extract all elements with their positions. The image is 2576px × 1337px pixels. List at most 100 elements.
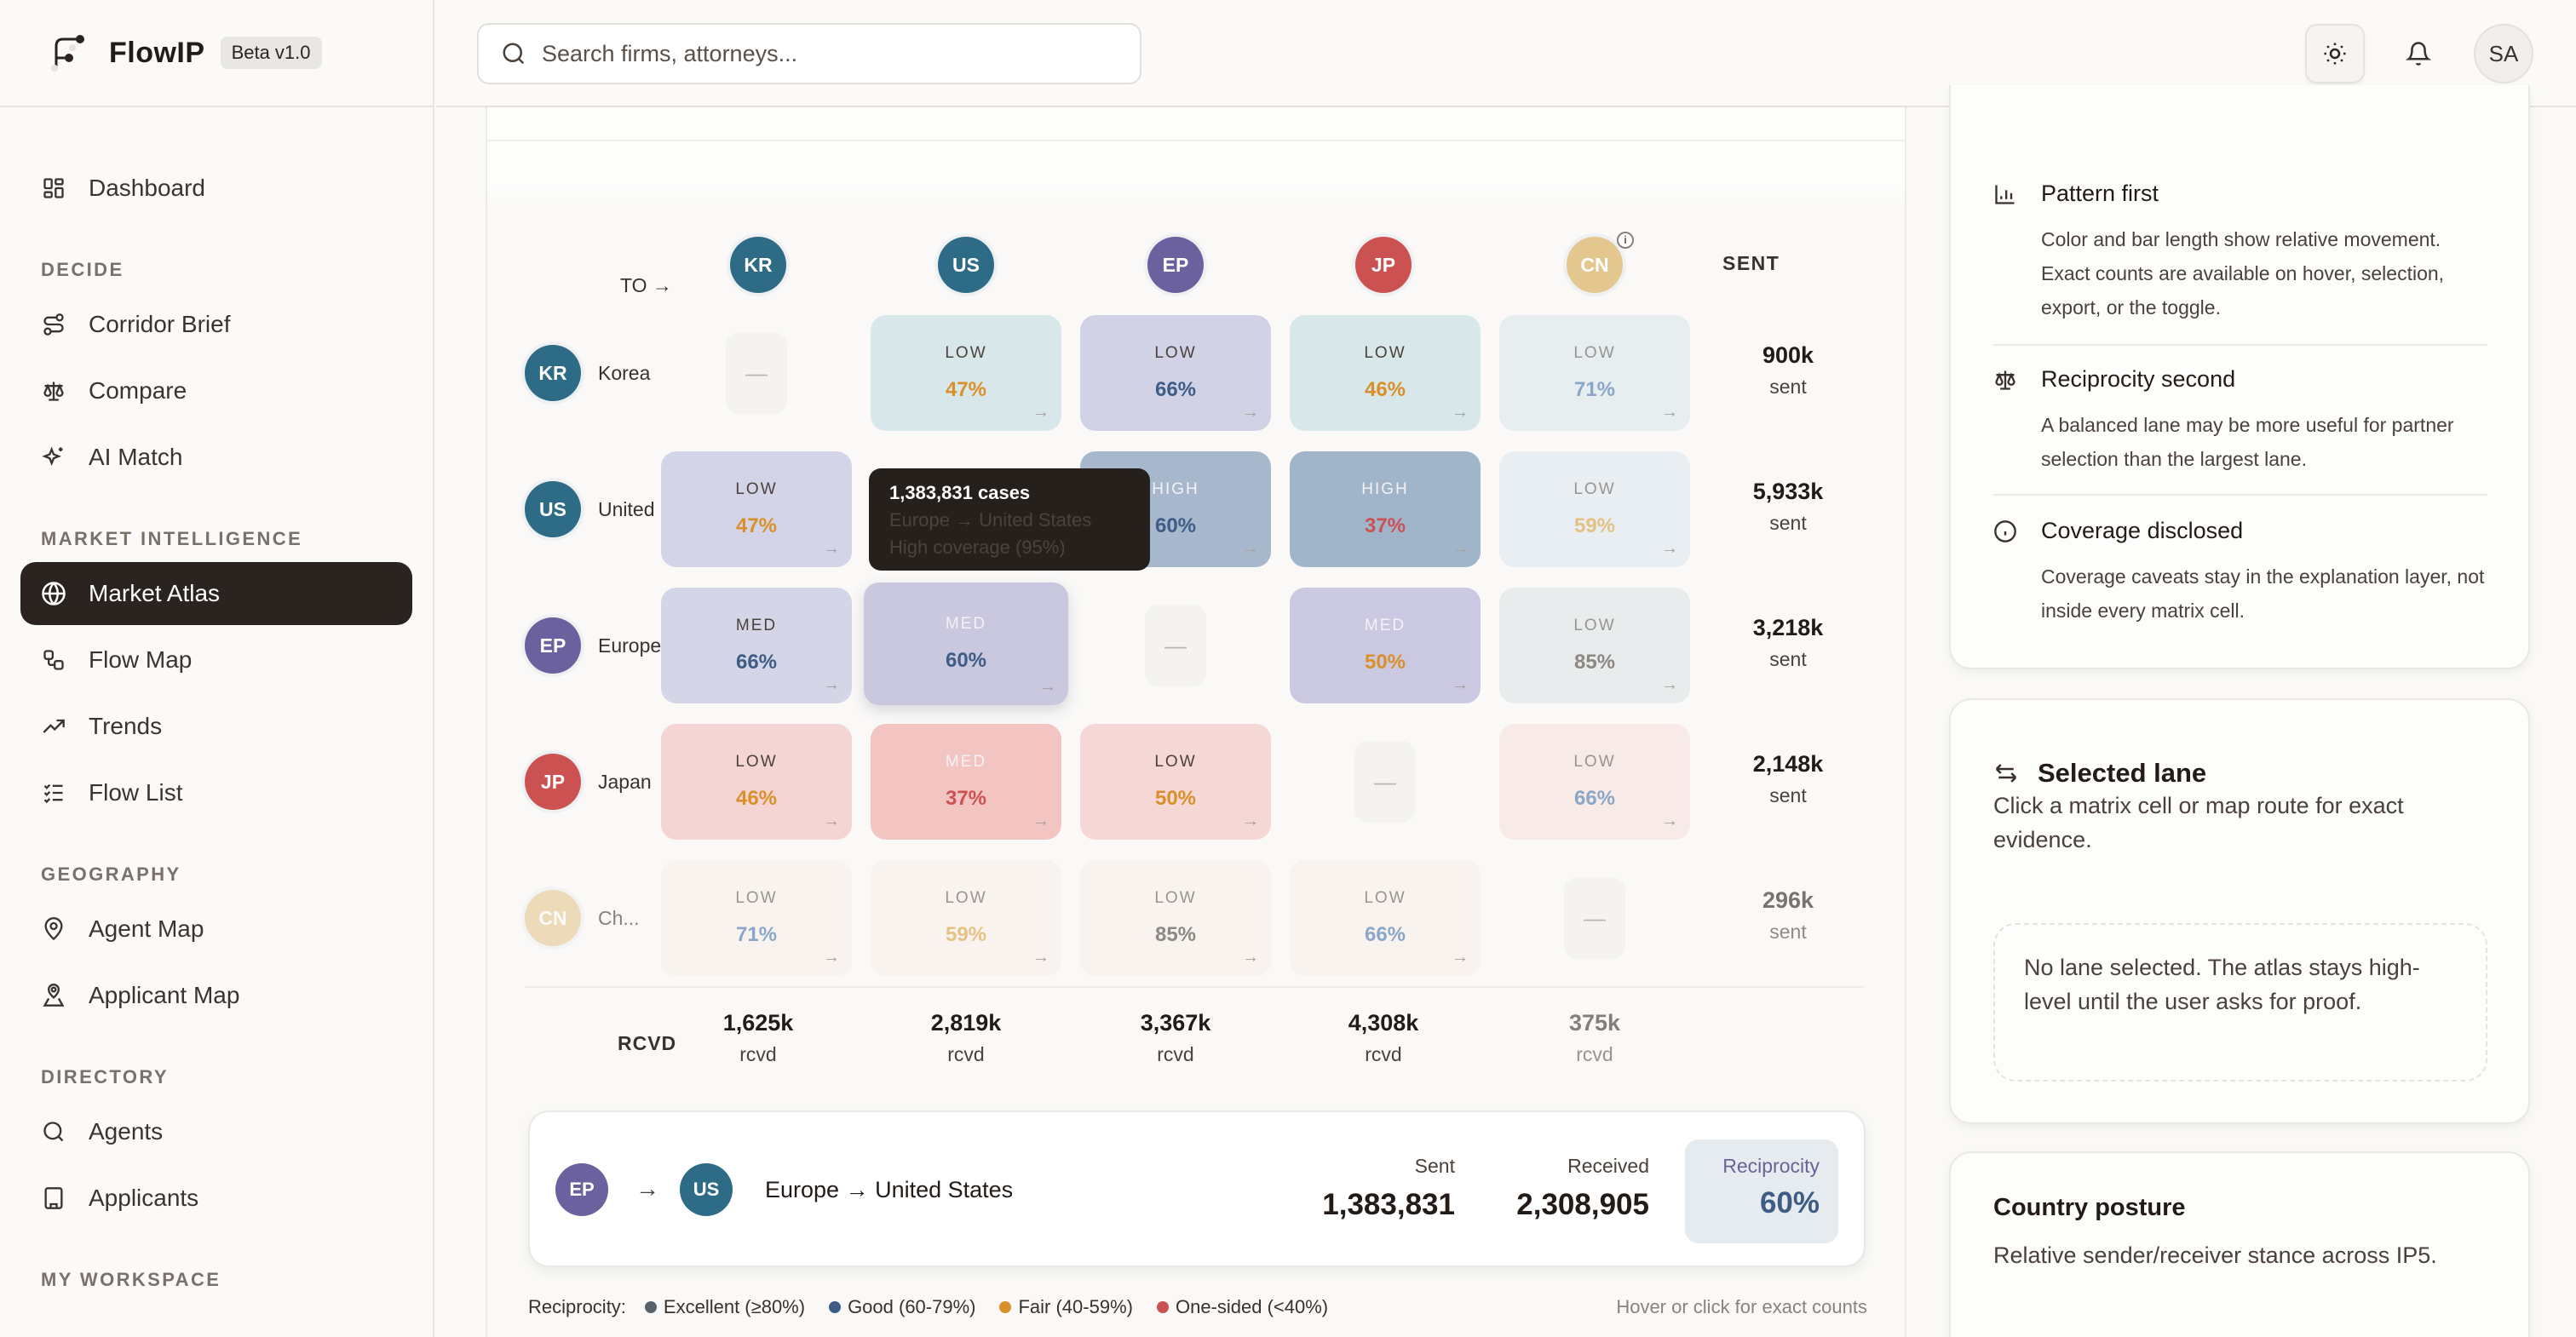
scale-icon	[1993, 368, 2019, 392]
tooltip-count: 1,383,831 cases	[889, 482, 1031, 503]
sidebar-item-agents[interactable]: Agents	[20, 1100, 412, 1163]
sent-unit: sent	[1769, 921, 1807, 943]
matrix-cell-cn-kr[interactable]: LOW 71% →	[661, 860, 852, 976]
reciprocity-box: Reciprocity 60%	[1685, 1139, 1838, 1243]
matrix-cell-cn-ep[interactable]: LOW 85% →	[1080, 860, 1271, 976]
reciprocity-percent: 60%	[945, 649, 987, 672]
sidebar-item-applicants[interactable]: Applicants	[20, 1167, 412, 1230]
legend-item-one-sided: One-sided (<40%)	[1156, 1296, 1328, 1318]
search-box[interactable]	[477, 23, 1141, 84]
search-icon	[503, 43, 525, 65]
matrix-cell-ep-cn[interactable]: LOW 85% →	[1499, 588, 1690, 703]
sparkles-icon	[41, 445, 66, 470]
volume-level: HIGH	[1361, 480, 1409, 498]
sent-value: 2,148k	[1752, 751, 1824, 777]
reciprocity-percent: 66%	[735, 651, 778, 674]
sidebar-item-flow-list[interactable]: Flow List	[20, 761, 412, 824]
matrix-cell-kr-ep[interactable]: LOW 66% →	[1080, 315, 1271, 431]
matrix-cell-jp-kr[interactable]: LOW 46% →	[661, 724, 852, 840]
sidebar-item-market-atlas[interactable]: Market Atlas	[20, 562, 412, 625]
column-header-us[interactable]: US	[938, 237, 994, 293]
column-header-ep[interactable]: EP	[1147, 237, 1204, 293]
matrix-cell-us-cn[interactable]: LOW 59% →	[1499, 451, 1690, 567]
volume-level: LOW	[945, 344, 987, 362]
column-header-jp[interactable]: JP	[1355, 237, 1412, 293]
column-header-cn[interactable]: CN	[1567, 237, 1623, 293]
map-pin-icon	[41, 916, 66, 942]
section-decide: DECIDE	[41, 259, 124, 280]
notifications-button[interactable]	[2389, 24, 2448, 83]
column-received-total: 2,819k rcvd	[902, 1010, 1030, 1066]
matrix-cell-self[interactable]: —	[1080, 588, 1271, 703]
version-badge: Beta v1.0	[220, 37, 322, 69]
row-header-ep[interactable]: EP Europe	[525, 617, 661, 674]
matrix-cell-kr-us[interactable]: LOW 47% →	[871, 315, 1061, 431]
arrow-right-icon: →	[1242, 812, 1259, 830]
matrix-cell-jp-ep[interactable]: LOW 50% →	[1080, 724, 1271, 840]
sidebar: FlowIP Beta v1.0 Dashboard DECIDE Corrid…	[0, 0, 434, 1337]
column-header-kr[interactable]: KR	[730, 237, 786, 293]
sidebar-item-label: Agents	[89, 1118, 164, 1145]
country-posture-title: Country posture	[1993, 1194, 2186, 1221]
lane-summary-card[interactable]: EP → US Europe → United States Sent 1,38…	[528, 1110, 1866, 1267]
selected-lane-empty-state: No lane selected. The atlas stays high-l…	[1993, 923, 2487, 1082]
matrix-cell-cn-jp[interactable]: LOW 66% →	[1290, 860, 1481, 976]
sidebar-item-compare[interactable]: Compare	[20, 359, 412, 422]
matrix-cell-jp-us[interactable]: MED 37% →	[871, 724, 1061, 840]
explain-reciprocity-second: Reciprocity second A balanced lane may b…	[1993, 366, 2487, 476]
section-my-workspace: MY WORKSPACE	[41, 1269, 221, 1290]
volume-level: MED	[945, 615, 987, 633]
sent-value: 5,933k	[1752, 479, 1824, 504]
row-header-kr[interactable]: KR Korea	[525, 345, 650, 401]
matrix-cell-self[interactable]: —	[1290, 724, 1481, 840]
sidebar-item-corridor-brief[interactable]: Corridor Brief	[20, 293, 412, 356]
sent-unit: sent	[1769, 784, 1807, 806]
matrix-cell-kr-jp[interactable]: LOW 46% →	[1290, 315, 1481, 431]
reciprocity-percent: 85%	[1573, 651, 1616, 674]
bar-chart-icon	[1993, 182, 2019, 206]
matrix-cell-cn-us[interactable]: LOW 59% →	[871, 860, 1061, 976]
column-received-total: 3,367k rcvd	[1112, 1010, 1239, 1066]
arrow-right-icon: →	[1661, 675, 1678, 694]
matrix-cell-kr-cn[interactable]: LOW 71% →	[1499, 315, 1690, 431]
reciprocity-percent: 47%	[735, 514, 778, 537]
sidebar-item-dashboard[interactable]: Dashboard	[20, 157, 412, 220]
matrix-cell-self[interactable]: —	[661, 315, 852, 431]
matrix-cell-us-jp[interactable]: HIGH 37% →	[1290, 451, 1481, 567]
matrix-cell-ep-jp[interactable]: MED 50% →	[1290, 588, 1481, 703]
explain-divider	[1993, 344, 2487, 346]
matrix-cell-ep-kr[interactable]: MED 66% →	[661, 588, 852, 703]
info-icon[interactable]: i	[1617, 232, 1634, 249]
sidebar-item-trends[interactable]: Trends	[20, 695, 412, 758]
sidebar-item-flow-map[interactable]: Flow Map	[20, 628, 412, 691]
explanation-card: Pattern first Color and bar length show …	[1949, 85, 2530, 669]
arrow-right-icon: →	[1039, 677, 1056, 696]
explain-body: Coverage caveats stay in the explanation…	[2041, 565, 2485, 622]
explain-body: Color and bar length show relative movem…	[2041, 228, 2445, 318]
country-badge: CN	[525, 890, 581, 946]
selected-lane-title: Selected lane	[1993, 758, 2206, 789]
row-header-us[interactable]: US United	[525, 481, 654, 537]
sidebar-item-applicant-map[interactable]: Applicant Map	[20, 964, 412, 1027]
user-avatar[interactable]: SA	[2474, 24, 2533, 83]
matrix-cell-self[interactable]: —	[1499, 860, 1690, 976]
sidebar-item-agent-map[interactable]: Agent Map	[20, 898, 412, 961]
matrix-cell-us-kr[interactable]: LOW 47% →	[661, 451, 852, 567]
row-header-jp[interactable]: JP Japan	[525, 754, 652, 810]
workflow-icon	[41, 647, 66, 673]
row-sent-total: 3,218k sent	[1724, 615, 1852, 671]
arrow-right-icon: →	[635, 1175, 659, 1202]
search-input[interactable]	[542, 40, 1121, 67]
arrow-right-icon: →	[1242, 539, 1259, 558]
sidebar-item-ai-match[interactable]: AI Match	[20, 426, 412, 489]
market-atlas-panel: TO → SENT RCVD KR US EP JP CN i KR Korea — LOW 47%…	[486, 107, 1906, 1337]
sent-value: 3,218k	[1752, 615, 1824, 640]
theme-toggle-button[interactable]	[2305, 24, 2365, 83]
volume-level: LOW	[735, 753, 778, 771]
matrix-cell-ep-us[interactable]: MED 60% →	[864, 582, 1068, 705]
volume-level: LOW	[1154, 344, 1197, 362]
volume-level: MED	[735, 617, 778, 634]
legend-item-fair: Fair (40-59%)	[999, 1296, 1133, 1318]
matrix-cell-jp-cn[interactable]: LOW 66% →	[1499, 724, 1690, 840]
